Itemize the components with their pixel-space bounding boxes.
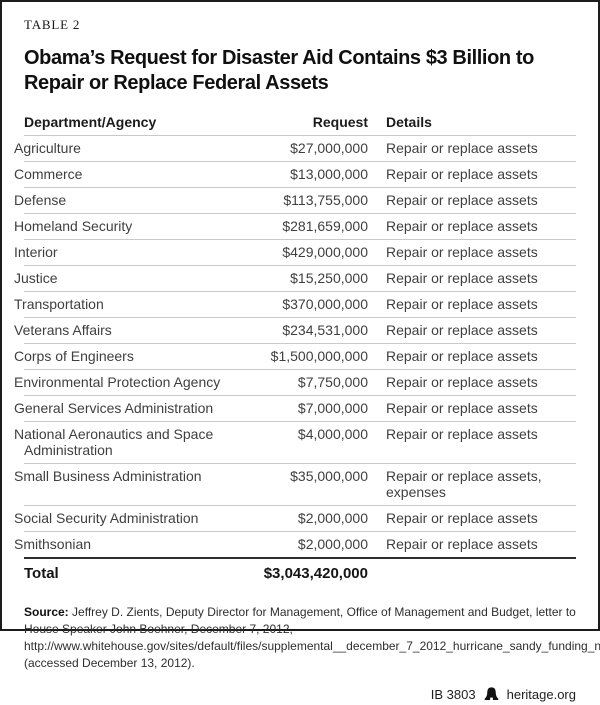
table-label: TABLE 2 (24, 17, 81, 32)
table-row: Environmental Protection Agency $7,750,0… (14, 369, 576, 396)
details-cell: Repair or replace assets (374, 135, 576, 162)
department-cell: Corps of Engineers (14, 343, 262, 370)
table-row: Homeland Security $281,659,000 Repair or… (14, 213, 576, 240)
department-cell: Interior (14, 239, 262, 266)
details-cell: Repair or replace assets (374, 531, 576, 559)
total-label: Total (24, 557, 262, 590)
request-cell: $27,000,000 (262, 135, 374, 162)
request-cell: $7,750,000 (262, 369, 374, 396)
table-row: Veterans Affairs $234,531,000 Repair or … (14, 317, 576, 344)
request-cell: $15,250,000 (262, 265, 374, 292)
department-cell: Veterans Affairs (14, 317, 262, 344)
table-row: National Aeronautics and Space Administr… (14, 421, 576, 464)
department-cell: Smithsonian (14, 531, 262, 559)
details-cell: Repair or replace assets (374, 317, 576, 344)
details-cell: Repair or replace assets (374, 505, 576, 532)
site-link: heritage.org (506, 687, 576, 703)
department-cell: National Aeronautics and Space Administr… (14, 421, 262, 464)
details-cell: Repair or replace assets (374, 265, 576, 292)
request-cell: $370,000,000 (262, 291, 374, 318)
department-cell: Agriculture (14, 135, 262, 162)
details-cell: Repair or replace assets (374, 421, 576, 464)
request-cell: $113,755,000 (262, 187, 374, 214)
request-cell: $429,000,000 (262, 239, 374, 266)
report-id: IB 3803 (430, 687, 476, 703)
department-cell: Social Security Administration (14, 505, 262, 532)
column-header-details: Details (374, 110, 576, 136)
department-cell: General Services Administration (14, 395, 262, 422)
details-cell: Repair or replace assets, expenses (374, 463, 576, 506)
details-cell: Repair or replace assets (374, 343, 576, 370)
table-row: Agriculture $27,000,000 Repair or replac… (14, 135, 576, 162)
department-cell: Commerce (14, 161, 262, 188)
request-cell: $2,000,000 (262, 505, 374, 532)
table-row: Interior $429,000,000 Repair or replace … (14, 239, 576, 266)
request-cell: $2,000,000 (262, 531, 374, 559)
table-row: Corps of Engineers $1,500,000,000 Repair… (14, 343, 576, 370)
total-details-empty (374, 557, 576, 590)
liberty-bell-icon (483, 687, 500, 702)
details-cell: Repair or replace assets (374, 187, 576, 214)
request-cell: $281,659,000 (262, 213, 374, 240)
details-cell: Repair or replace assets (374, 161, 576, 188)
department-cell: Homeland Security (14, 213, 262, 240)
department-cell: Small Business Administration (14, 463, 262, 506)
department-cell: Justice (14, 265, 262, 292)
details-cell: Repair or replace assets (374, 291, 576, 318)
request-cell: $1,500,000,000 (262, 343, 374, 370)
table-row: Transportation $370,000,000 Repair or re… (14, 291, 576, 318)
table-row: Justice $15,250,000 Repair or replace as… (14, 265, 576, 292)
disaster-aid-table: Department/Agency Request Details Agricu… (14, 110, 576, 590)
department-cell: Environmental Protection Agency (14, 369, 262, 396)
details-cell: Repair or replace assets (374, 239, 576, 266)
request-cell: $13,000,000 (262, 161, 374, 188)
table-row: Small Business Administration $35,000,00… (14, 463, 576, 506)
column-header-request: Request (262, 110, 374, 136)
table-row: Commerce $13,000,000 Repair or replace a… (14, 161, 576, 188)
table-row: Smithsonian $2,000,000 Repair or replace… (14, 531, 576, 559)
total-value: $3,043,420,000 (262, 557, 374, 590)
table-header-row: Department/Agency Request Details (24, 110, 576, 136)
source-note: Source: Jeffrey D. Zients, Deputy Direct… (24, 604, 600, 672)
details-cell: Repair or replace assets (374, 369, 576, 396)
footer: IB 3803 heritage.org (24, 687, 576, 702)
page-title: Obama’s Request for Disaster Aid Contain… (24, 47, 534, 94)
department-cell: Transportation (14, 291, 262, 318)
table-row: Defense $113,755,000 Repair or replace a… (14, 187, 576, 214)
request-cell: $7,000,000 (262, 395, 374, 422)
column-header-department: Department/Agency (24, 110, 262, 136)
department-cell: Defense (14, 187, 262, 214)
table-row: General Services Administration $7,000,0… (14, 395, 576, 422)
source-label: Source: (24, 605, 69, 619)
total-row: Total $3,043,420,000 (24, 557, 576, 590)
table-row: Social Security Administration $2,000,00… (14, 505, 576, 532)
source-text: Jeffrey D. Zients, Deputy Director for M… (24, 605, 600, 671)
request-cell: $234,531,000 (262, 317, 374, 344)
request-cell: $4,000,000 (262, 421, 374, 464)
details-cell: Repair or replace assets (374, 213, 576, 240)
request-cell: $35,000,000 (262, 463, 374, 506)
details-cell: Repair or replace assets (374, 395, 576, 422)
